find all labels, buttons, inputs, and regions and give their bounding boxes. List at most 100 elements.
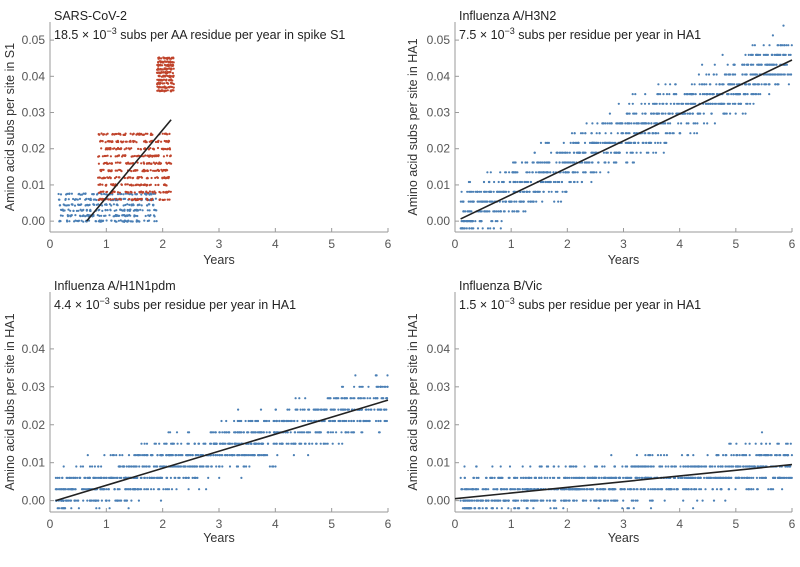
data-point bbox=[608, 476, 612, 479]
data-point bbox=[595, 132, 598, 135]
data-point bbox=[136, 155, 139, 158]
x-tick-label: 3 bbox=[216, 517, 223, 531]
data-point bbox=[268, 465, 271, 468]
x-tick-label: 3 bbox=[216, 237, 223, 251]
data-point bbox=[744, 73, 747, 76]
data-point bbox=[76, 476, 79, 479]
data-point bbox=[136, 161, 139, 164]
data-point bbox=[175, 431, 179, 434]
data-point bbox=[134, 214, 137, 217]
data-point bbox=[640, 476, 643, 479]
data-point bbox=[750, 476, 753, 479]
data-point bbox=[628, 132, 631, 135]
data-point bbox=[535, 499, 538, 502]
data-point bbox=[121, 454, 124, 457]
data-point bbox=[156, 454, 159, 457]
data-point bbox=[256, 454, 260, 457]
data-point bbox=[768, 93, 771, 96]
data-point bbox=[145, 204, 149, 207]
y-tick-label: 0.00 bbox=[427, 494, 451, 508]
data-point bbox=[100, 499, 103, 502]
data-point bbox=[110, 170, 113, 173]
data-point bbox=[597, 161, 600, 164]
data-point bbox=[725, 476, 728, 479]
data-point bbox=[166, 190, 170, 194]
data-point bbox=[513, 210, 516, 213]
data-point bbox=[459, 227, 462, 230]
data-point bbox=[604, 122, 607, 125]
data-point bbox=[726, 465, 730, 468]
data-point bbox=[351, 431, 354, 434]
data-point bbox=[782, 24, 785, 27]
data-point bbox=[137, 183, 140, 186]
data-point bbox=[552, 171, 555, 174]
data-point bbox=[161, 89, 164, 92]
data-point bbox=[626, 488, 630, 491]
data-point bbox=[779, 53, 782, 57]
data-point bbox=[645, 141, 648, 144]
data-point bbox=[690, 488, 693, 491]
data-point bbox=[462, 200, 465, 203]
data-point bbox=[379, 419, 382, 423]
data-point bbox=[123, 465, 126, 468]
data-point bbox=[151, 190, 154, 193]
data-point bbox=[716, 93, 719, 96]
data-point bbox=[757, 465, 760, 468]
data-point bbox=[534, 190, 538, 193]
data-point bbox=[539, 141, 543, 144]
data-point bbox=[339, 408, 342, 411]
data-point bbox=[160, 75, 163, 78]
data-point bbox=[92, 198, 95, 201]
data-point bbox=[159, 454, 162, 457]
data-point bbox=[345, 431, 348, 434]
data-point bbox=[133, 140, 136, 143]
data-point bbox=[354, 374, 357, 377]
data-point bbox=[663, 141, 666, 144]
data-point bbox=[275, 419, 278, 423]
data-point bbox=[636, 488, 639, 491]
data-point bbox=[162, 191, 165, 194]
data-point bbox=[711, 488, 715, 491]
data-point bbox=[353, 385, 356, 388]
data-point bbox=[97, 465, 100, 468]
data-point bbox=[163, 85, 166, 88]
data-point bbox=[123, 176, 126, 180]
data-point bbox=[694, 122, 697, 125]
data-point bbox=[776, 53, 779, 57]
data-point bbox=[523, 180, 526, 184]
data-point bbox=[294, 397, 297, 400]
data-point bbox=[786, 73, 789, 76]
data-point bbox=[128, 213, 131, 217]
data-point bbox=[163, 198, 166, 201]
data-point bbox=[152, 465, 155, 468]
data-point bbox=[66, 220, 69, 223]
data-point bbox=[574, 171, 577, 174]
data-point bbox=[160, 57, 163, 60]
data-point bbox=[73, 488, 77, 491]
data-point bbox=[599, 499, 602, 502]
data-point bbox=[162, 183, 166, 186]
data-point bbox=[484, 499, 487, 502]
data-point bbox=[150, 488, 153, 491]
data-point bbox=[516, 488, 519, 491]
data-point bbox=[237, 454, 240, 457]
x-tick-label: 5 bbox=[328, 517, 335, 531]
data-point bbox=[97, 162, 100, 165]
data-point bbox=[116, 154, 119, 157]
data-point bbox=[131, 155, 134, 158]
data-point bbox=[545, 499, 549, 502]
data-point bbox=[497, 210, 500, 213]
data-point bbox=[327, 431, 330, 434]
data-point bbox=[666, 132, 669, 135]
data-point bbox=[675, 488, 678, 491]
data-point bbox=[160, 147, 163, 150]
data-point bbox=[177, 454, 180, 457]
data-point bbox=[657, 83, 660, 86]
data-point bbox=[111, 454, 114, 457]
data-point bbox=[82, 192, 85, 195]
data-point bbox=[475, 465, 478, 468]
data-point bbox=[73, 220, 76, 223]
data-point bbox=[74, 214, 77, 217]
data-point bbox=[137, 499, 140, 502]
data-point bbox=[191, 476, 194, 479]
